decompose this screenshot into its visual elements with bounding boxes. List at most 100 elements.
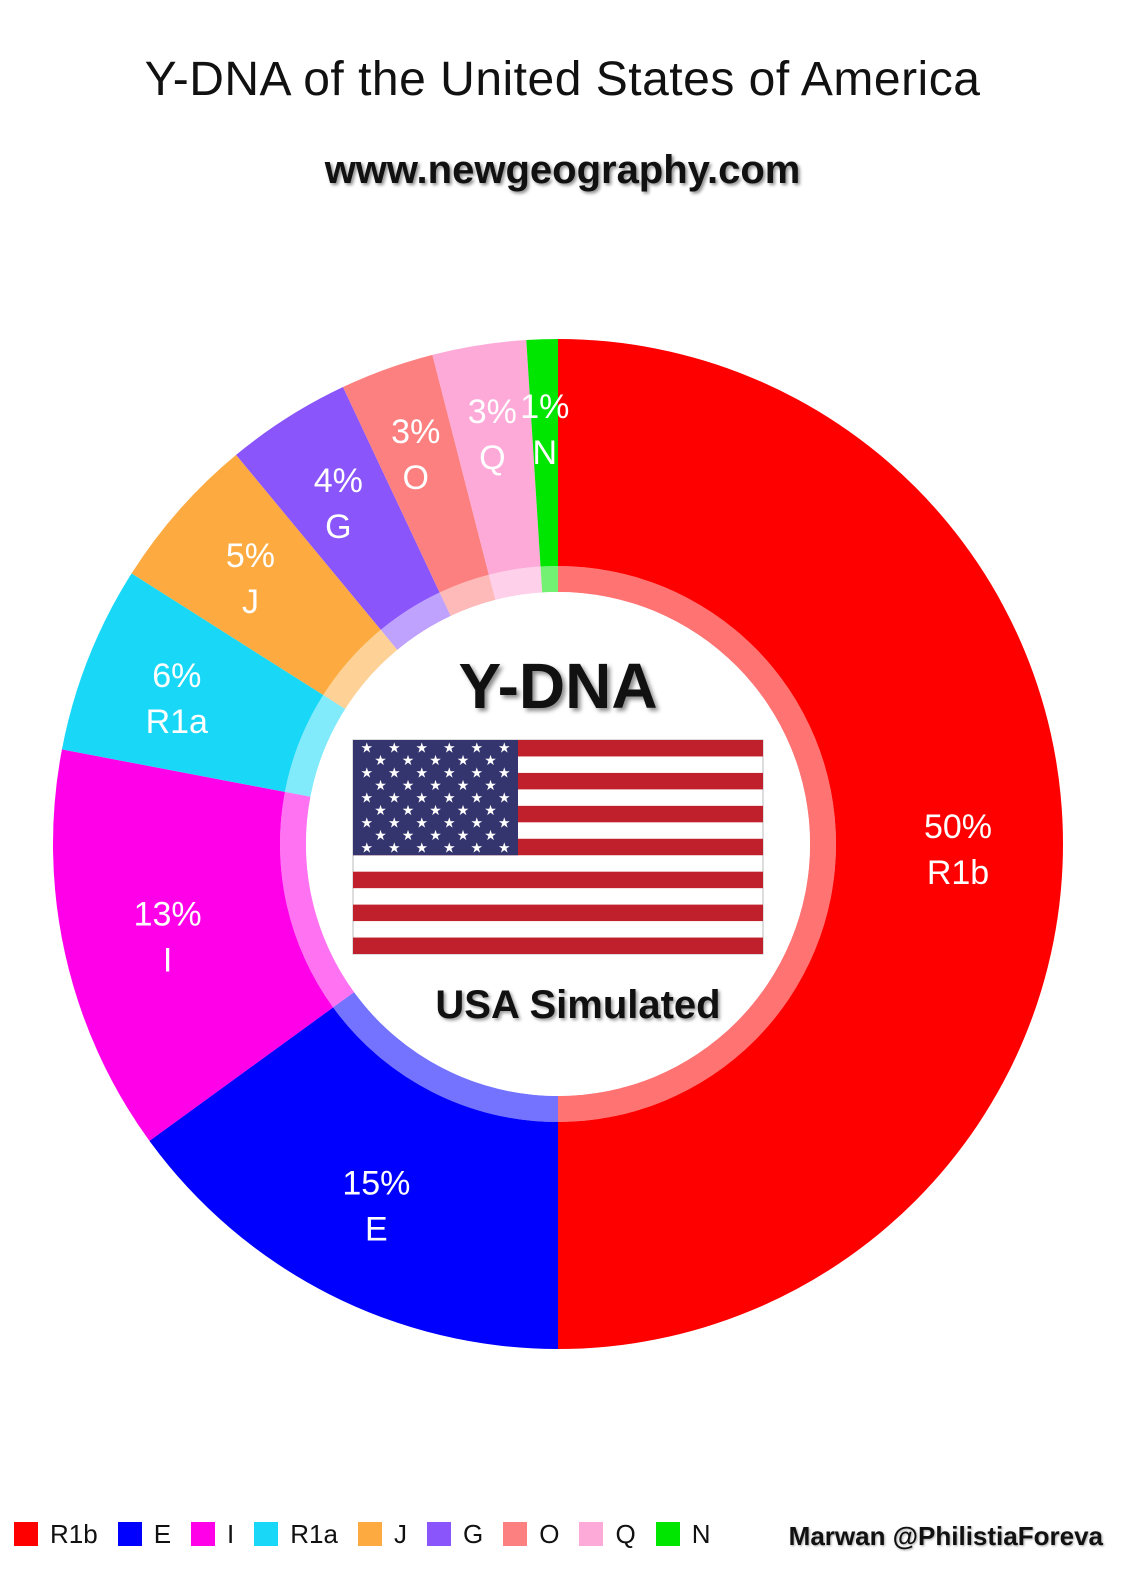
svg-text:★: ★	[402, 778, 415, 794]
legend-item-n: N	[655, 1518, 711, 1550]
svg-text:★: ★	[360, 791, 373, 807]
slice-j	[131, 454, 381, 696]
inner-ring-q	[488, 566, 543, 600]
svg-text:★: ★	[498, 791, 511, 807]
svg-text:★: ★	[443, 791, 456, 807]
center-title: Y-DNA	[458, 650, 657, 722]
chart-title: Y-DNA of the United States of America	[144, 53, 981, 106]
svg-text:★: ★	[402, 803, 415, 819]
svg-text:★: ★	[470, 791, 483, 807]
svg-text:★: ★	[443, 766, 456, 782]
legend-item-e: E	[117, 1518, 172, 1550]
legend-label-o: O	[539, 1518, 560, 1549]
svg-text:★: ★	[388, 766, 401, 782]
legend-swatch-o	[503, 1522, 528, 1546]
inner-ring-j	[323, 629, 398, 709]
slice-r1a	[61, 573, 324, 792]
center-caption: USA Simulated	[435, 983, 720, 1027]
svg-text:★: ★	[429, 753, 442, 769]
value-label-r1b: 50%	[924, 808, 992, 846]
category-label-r1b: R1b	[927, 854, 989, 892]
svg-text:★: ★	[402, 828, 415, 844]
category-label-e: E	[365, 1210, 388, 1248]
svg-text:★: ★	[402, 753, 415, 769]
inner-ring-e	[333, 992, 558, 1122]
value-label-i: 13%	[134, 895, 202, 933]
slice-o	[342, 354, 489, 593]
chart-subtitle: www.newgeography.com	[324, 148, 801, 192]
value-label-n: 1%	[520, 388, 569, 426]
slice-i	[52, 749, 334, 1141]
svg-text:★: ★	[388, 791, 401, 807]
us-flag-icon: ★ ★ ★ ★ ★ ★★ ★ ★ ★ ★★ ★ ★ ★ ★ ★★ ★ ★ ★ ★★ ★ ★ ★ ★ ★★ ★ ★ ★ ★★ ★ ★ ★ ★ ★★…	[352, 739, 764, 955]
category-label-n: N	[533, 434, 558, 472]
category-label-q: Q	[479, 439, 505, 477]
svg-text:★: ★	[429, 778, 442, 794]
legend-swatch-g	[426, 1522, 451, 1546]
credit: Marwan @PhilistiaForeva	[788, 1521, 1103, 1551]
svg-text:★: ★	[498, 841, 511, 857]
labels-layer: 50% R1b 15% E 13% I 6% R1a 5% J 4% G 3% O 3% Q 1% N	[134, 388, 992, 1248]
svg-text:★: ★	[374, 828, 387, 844]
svg-text:★: ★	[360, 766, 373, 782]
svg-text:★: ★	[457, 803, 470, 819]
svg-text:★: ★	[470, 816, 483, 832]
legend-swatch-e	[117, 1522, 142, 1546]
svg-text:★: ★	[374, 803, 387, 819]
svg-text:★: ★	[443, 816, 456, 832]
legend-label-r1b: R1b	[50, 1518, 98, 1549]
svg-text:★: ★	[498, 766, 511, 782]
value-label-j: 5%	[226, 537, 275, 575]
svg-text:★: ★	[498, 741, 511, 757]
svg-text:★: ★	[484, 753, 497, 769]
value-label-o: 3%	[391, 413, 440, 451]
svg-text:★: ★	[415, 791, 428, 807]
legend-swatch-q	[579, 1522, 604, 1546]
slice-g	[236, 387, 440, 630]
category-label-i: I	[163, 941, 172, 979]
inner-ring-g	[380, 592, 451, 650]
svg-text:★: ★	[443, 841, 456, 857]
legend-label-j: J	[393, 1518, 407, 1549]
legend-swatch-j	[357, 1522, 382, 1546]
legend: R1b E I R1a J G O Q N	[14, 1512, 774, 1556]
slices-layer	[52, 339, 1063, 1349]
legend-label-g: G	[462, 1518, 484, 1549]
svg-text:★: ★	[457, 778, 470, 794]
svg-text:★: ★	[470, 766, 483, 782]
svg-text:★: ★	[443, 741, 456, 757]
svg-text:★: ★	[388, 841, 401, 857]
svg-text:★: ★	[470, 841, 483, 857]
category-label-o: O	[403, 459, 429, 497]
value-label-r1a: 6%	[152, 657, 201, 695]
legend-label-r1a: R1a	[290, 1518, 338, 1549]
legend-label-e: E	[153, 1518, 172, 1549]
svg-text:★: ★	[484, 803, 497, 819]
legend-swatch-n	[655, 1522, 680, 1546]
legend-swatch-r1a	[254, 1522, 279, 1546]
legend-label-i: I	[227, 1518, 235, 1549]
svg-text:★: ★	[415, 766, 428, 782]
slice-q	[432, 339, 541, 575]
legend-label-q: Q	[615, 1518, 636, 1549]
svg-text:★: ★	[457, 828, 470, 844]
category-label-j: J	[242, 583, 259, 621]
legend-item-o: O	[503, 1519, 559, 1550]
svg-text:★: ★	[484, 778, 497, 794]
svg-text:★: ★	[429, 828, 442, 844]
legend-item-g: G	[426, 1518, 484, 1550]
svg-text:★: ★	[388, 816, 401, 832]
legend-label-n: N	[691, 1518, 711, 1549]
svg-text:★: ★	[360, 841, 373, 857]
legend-swatch-i	[191, 1522, 216, 1546]
legend-swatch-r1b	[14, 1522, 38, 1546]
svg-text:★: ★	[360, 741, 373, 757]
legend-item-r1a: R1a	[254, 1519, 338, 1550]
svg-text:★: ★	[415, 816, 428, 832]
value-label-q: 3%	[468, 393, 517, 431]
svg-text:★: ★	[470, 741, 483, 757]
legend-item-j: J	[357, 1518, 407, 1550]
svg-text:★: ★	[415, 841, 428, 857]
inner-ring-o	[439, 574, 496, 616]
